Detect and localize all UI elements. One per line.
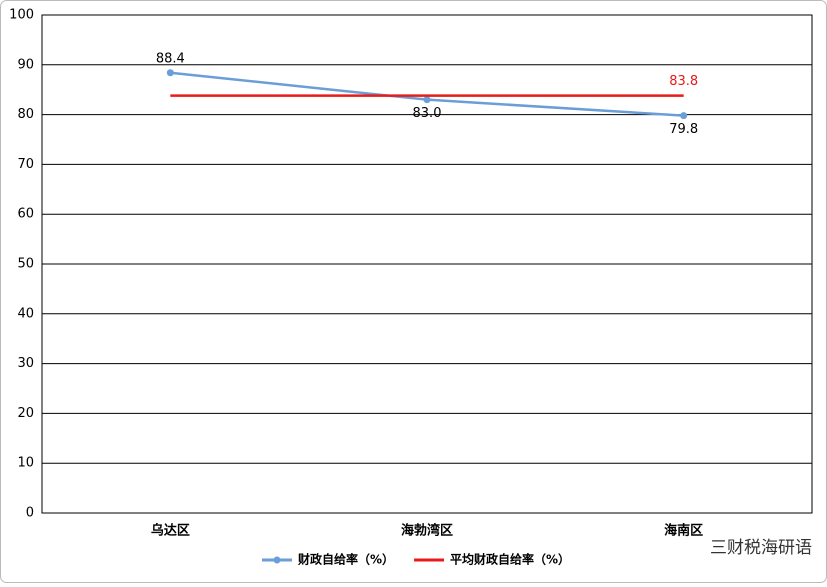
data-label: 83.0 <box>413 106 442 121</box>
legend-marker <box>273 556 281 564</box>
data-label: 83.8 <box>669 74 698 89</box>
y-tick-label: 10 <box>17 456 34 471</box>
y-tick-label: 50 <box>17 257 34 272</box>
y-tick-label: 70 <box>17 157 34 172</box>
data-label: 79.8 <box>669 122 698 137</box>
point <box>423 96 431 104</box>
legend-label: 平均财政自给率（%） <box>450 552 570 567</box>
x-tick-label: 海勃湾区 <box>401 523 453 539</box>
x-tick-label: 海南区 <box>664 523 703 539</box>
y-tick-label: 100 <box>9 8 34 23</box>
y-tick-label: 60 <box>17 207 34 222</box>
y-tick-label: 30 <box>17 356 34 371</box>
y-tick-label: 90 <box>17 57 34 72</box>
legend-label: 财政自给率（%） <box>297 552 394 567</box>
x-tick-label: 乌达区 <box>151 523 190 539</box>
point <box>680 112 688 120</box>
y-tick-label: 80 <box>17 107 34 122</box>
watermark: 三财税海研语 <box>710 538 812 558</box>
y-tick-label: 40 <box>17 306 34 321</box>
point <box>166 69 174 77</box>
data-label: 88.4 <box>156 51 185 66</box>
y-tick-label: 0 <box>26 506 34 521</box>
y-tick-label: 20 <box>17 406 34 421</box>
